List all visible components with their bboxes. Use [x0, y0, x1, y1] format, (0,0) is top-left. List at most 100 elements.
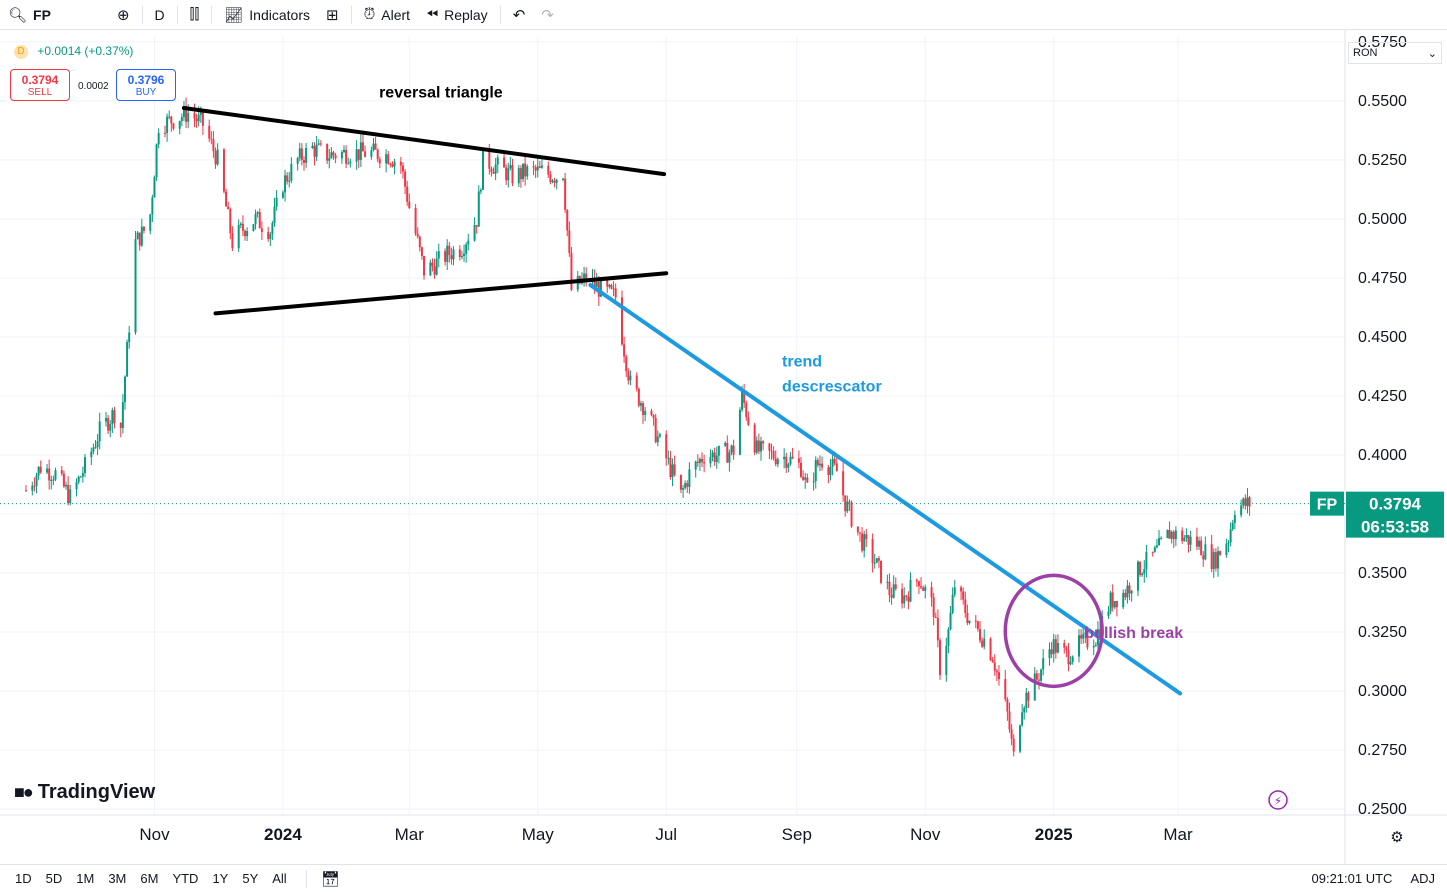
range-button-1y[interactable]: 1Y [212, 871, 229, 886]
candle [654, 414, 657, 444]
candle-body [1099, 629, 1102, 637]
range-button-ytd[interactable]: YTD [172, 871, 199, 886]
candle-body [227, 206, 230, 210]
clock-time[interactable]: 09:21:01 UTC [1311, 871, 1393, 886]
sell-button[interactable]: 0.3794 SELL [10, 69, 70, 101]
buy-button[interactable]: 0.3796 BUY [116, 69, 176, 101]
range-button-5d[interactable]: 5D [45, 871, 63, 886]
indicators-button[interactable]: 📈︎ Indicators [216, 0, 318, 30]
undo-button[interactable]: ↶ [505, 0, 534, 30]
candle [522, 163, 525, 183]
candle-body [877, 558, 880, 561]
candle [275, 190, 278, 211]
candle-body [199, 112, 202, 116]
layouts-button[interactable]: ⊞ [318, 0, 347, 30]
candle [260, 221, 263, 240]
candle [359, 134, 362, 168]
candle [414, 204, 417, 236]
alert-button[interactable]: ⏰︎ Alert [356, 0, 419, 30]
candle-body [378, 159, 381, 164]
candle [25, 485, 27, 492]
candle-body [650, 410, 653, 416]
candle [364, 145, 367, 158]
candle [490, 166, 493, 177]
chart-type-button[interactable]: ⫿⫿ [182, 0, 208, 30]
candle-body [947, 629, 950, 646]
candle [227, 201, 230, 210]
candle-body [458, 249, 461, 257]
currency-select[interactable]: RON ⌄ [1348, 42, 1442, 64]
candle [936, 609, 939, 648]
candle-body [212, 139, 215, 152]
candle-body [802, 476, 805, 480]
candle [728, 449, 731, 472]
candle [1141, 572, 1144, 577]
range-button-6m[interactable]: 6M [140, 871, 159, 886]
range-button-1m[interactable]: 1M [76, 871, 95, 886]
symbol-search[interactable]: 🔍︎ FP [0, 0, 59, 30]
candle-body [850, 502, 853, 527]
currency-label: RON [1353, 47, 1378, 59]
legend: D +0.0014 (+0.37%) [14, 44, 133, 59]
candle-body [673, 464, 676, 475]
calendar-icon[interactable]: 📅︎ [320, 870, 340, 888]
candle [1189, 530, 1192, 552]
candle [340, 150, 343, 164]
candle [791, 447, 794, 460]
candle-body [755, 440, 758, 453]
y-tick-label: 0.5250 [1358, 152, 1407, 169]
drawings-layer[interactable]: reversal triangle trend descrescator bullis… [181, 84, 1183, 696]
candle [477, 185, 480, 227]
candle [298, 142, 301, 162]
candle [1242, 497, 1245, 509]
candle-body [1242, 498, 1245, 506]
candle-body [416, 233, 419, 237]
candle [254, 209, 257, 230]
compare-button[interactable]: ⊕ [109, 0, 138, 30]
candle [1155, 539, 1158, 549]
candle [496, 154, 499, 173]
candle-body [201, 112, 204, 126]
candle-body [163, 132, 166, 134]
divider [211, 5, 213, 24]
candle [684, 480, 687, 490]
price-chart[interactable]: reversal triangle trend descrescator bullis… [0, 0, 1447, 864]
candle-body [762, 441, 765, 444]
candle-body [1158, 538, 1161, 546]
range-button-5y[interactable]: 5Y [242, 871, 259, 886]
candle-body [37, 466, 40, 476]
replay-button[interactable]: ⏪︎ Replay [418, 0, 496, 30]
candle-body [532, 166, 535, 168]
candle [1216, 546, 1219, 577]
candle-body [989, 638, 992, 660]
candle-body [905, 595, 908, 597]
candle [1010, 724, 1013, 746]
candle [355, 140, 358, 170]
candle [479, 188, 482, 195]
lightning-icon [1268, 790, 1288, 810]
candle-body [1210, 544, 1213, 570]
candle-body [1107, 611, 1110, 616]
candle-body [827, 467, 830, 476]
grid-icon: ⊞ [326, 6, 339, 24]
candle-body [875, 558, 878, 563]
candle-body [983, 638, 986, 647]
adjust-toggle[interactable]: ADJ [1410, 871, 1435, 886]
candle [406, 180, 409, 206]
candle [642, 401, 645, 424]
redo-button[interactable]: ↷ [533, 0, 562, 30]
range-button-3m[interactable]: 3M [108, 871, 127, 886]
range-button-all[interactable]: All [272, 871, 287, 886]
candle-body [745, 402, 748, 418]
candle [715, 446, 718, 469]
candle [317, 139, 320, 146]
candle [877, 555, 880, 568]
candle [658, 432, 661, 439]
interval-button[interactable]: D [147, 0, 173, 30]
candle [850, 500, 853, 528]
range-button-1d[interactable]: 1D [15, 871, 32, 886]
tradingview-logo[interactable]: ■● TradingView [14, 781, 155, 804]
candle-body [1153, 547, 1156, 553]
candle-body [644, 410, 647, 415]
candle-body [372, 143, 375, 151]
